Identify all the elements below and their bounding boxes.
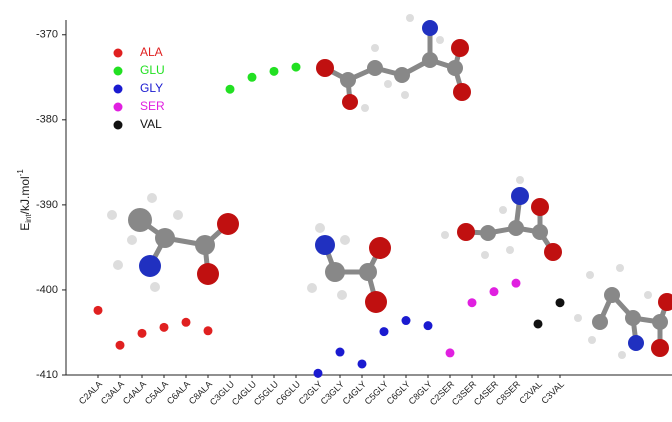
x-tick-label: C5GLY	[363, 379, 390, 406]
point	[116, 341, 125, 350]
y-tick-label: -400	[36, 284, 58, 296]
x-tick-label: C3ALA	[99, 379, 126, 406]
legend-marker	[114, 103, 123, 112]
point	[468, 298, 477, 307]
y-label-unit: /kJ.mol	[18, 176, 32, 214]
legend-marker	[114, 67, 123, 76]
x-tick-label: C6GLU	[274, 379, 302, 407]
x-tick-label: C3VAL	[539, 379, 566, 406]
x-tick-label: C6GLY	[385, 379, 412, 406]
y-label-main: E	[18, 223, 32, 231]
point	[160, 323, 169, 332]
legend-marker	[114, 121, 123, 130]
x-tick-label: C4ALA	[121, 379, 148, 406]
legend-marker	[114, 85, 123, 94]
molecule-ser	[441, 176, 562, 261]
point	[358, 359, 367, 368]
y-axis-label: Eint/kJ.mol-1	[16, 169, 33, 231]
x-tick-label: C2ALA	[77, 379, 104, 406]
point	[402, 316, 411, 325]
chart: Eint/kJ.mol-1 -370-380-390-400-410C2ALAC…	[0, 0, 672, 417]
point	[336, 348, 345, 357]
legend-label: GLY	[140, 81, 163, 95]
y-label-sup: -1	[16, 169, 25, 177]
point	[182, 318, 191, 327]
point	[556, 298, 565, 307]
point	[138, 329, 147, 338]
legend-label: SER	[140, 99, 165, 113]
y-tick-label: -380	[36, 114, 58, 126]
molecule-val	[574, 264, 672, 359]
point	[380, 327, 389, 336]
x-tick-label: C6ALA	[165, 379, 192, 406]
y-tick-label: -410	[36, 369, 58, 381]
point	[94, 306, 103, 315]
point	[292, 63, 301, 72]
point	[226, 85, 235, 94]
x-tick-label: C5ALA	[143, 379, 170, 406]
molecule-gly	[307, 223, 391, 313]
point	[248, 73, 257, 82]
legend-marker	[114, 49, 123, 58]
point	[446, 348, 455, 357]
point	[490, 287, 499, 296]
point	[204, 326, 213, 335]
point	[534, 319, 543, 328]
point	[314, 369, 323, 378]
molecule-glu	[316, 14, 471, 112]
legend-label: GLU	[140, 63, 165, 77]
x-tick-label: C3GLY	[319, 379, 346, 406]
y-tick-label: -370	[36, 29, 58, 41]
y-tick-label: -390	[36, 199, 58, 211]
x-tick-label: C2VAL	[517, 379, 544, 406]
legend-label: ALA	[140, 45, 163, 59]
x-tick-label: C4GLY	[341, 379, 368, 406]
molecule-ala	[107, 193, 239, 292]
legend-label: VAL	[140, 117, 162, 131]
x-tick-label: C2GLY	[297, 379, 324, 406]
point	[270, 67, 279, 76]
x-tick-label: C8SER	[494, 379, 523, 408]
point	[512, 279, 521, 288]
point	[424, 321, 433, 330]
